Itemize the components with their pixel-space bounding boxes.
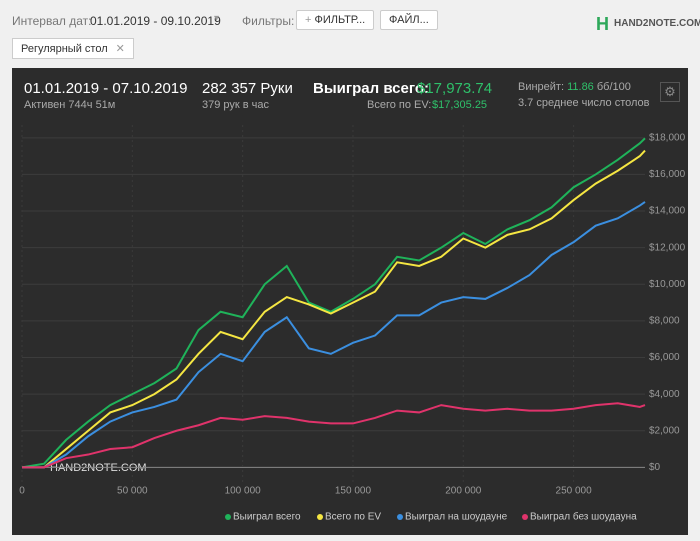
legend-label: Всего по EV: [325, 512, 381, 523]
legend-label: Выиграл всего: [233, 512, 301, 523]
filter-button-text: ФИЛЬТР...: [314, 14, 366, 26]
chart-watermark: HAND2NOTE.COM: [50, 462, 147, 474]
legend-marker: [225, 514, 231, 520]
active-time: Активен 744ч 51м: [24, 99, 116, 111]
winrate: Винрейт: 11.86 бб/100: [518, 81, 631, 93]
filter-button[interactable]: + ФИЛЬТР...: [296, 10, 375, 30]
file-button[interactable]: ФАЙЛ...: [380, 10, 438, 30]
filters-label: Фильтры:: [242, 14, 295, 28]
y-tick-label: $0: [649, 462, 661, 473]
y-tick-label: $10,000: [649, 279, 686, 290]
y-tick-label: $18,000: [649, 132, 686, 143]
legend-label: Выиграл на шоудауне: [405, 512, 508, 523]
period: 01.01.2019 - 07.10.2019: [24, 80, 188, 97]
y-tick-label: $6,000: [649, 352, 680, 363]
x-tick-label: 150 000: [335, 486, 372, 497]
won-label: Выиграл всего:: [313, 80, 430, 97]
hands-per-hour: 379 рук в час: [202, 99, 270, 111]
winrate-label: Винрейт:: [518, 81, 565, 93]
legend-marker: [522, 514, 528, 520]
y-tick-label: $4,000: [649, 389, 680, 400]
y-tick-label: $12,000: [649, 242, 686, 253]
hands: 282 357 Руки: [202, 80, 293, 97]
x-tick-label: 200 000: [445, 486, 482, 497]
logo: HAND2NOTE.COM: [614, 18, 700, 29]
winrate-value: 11.86: [567, 81, 594, 93]
winrate-unit: бб/100: [596, 81, 631, 93]
logo-icon: H: [596, 14, 609, 34]
tab[interactable]: Регулярный стол ✕: [12, 38, 134, 59]
tab-text: Регулярный стол: [21, 43, 108, 55]
settings-button[interactable]: ⚙: [660, 82, 680, 102]
ev-value: $17,305.25: [432, 99, 488, 111]
x-tick-label: 50 000: [117, 486, 148, 497]
y-tick-label: $8,000: [649, 316, 680, 327]
y-tick-label: $2,000: [649, 425, 680, 436]
legend-marker: [397, 514, 403, 520]
series-line: [22, 402, 646, 469]
chart: HAND2NOTE.COM $0 $2,000 $4,000 $6,000 $8,000…: [19, 125, 686, 523]
legend-label: Выиграл без шоудауна: [530, 511, 637, 523]
series-line: [22, 201, 646, 469]
x-tick-label: 0: [19, 486, 25, 497]
y-tick-label: $14,000: [649, 206, 686, 217]
date-label: Интервал дат:: [12, 14, 92, 28]
x-tick-label: 250 000: [556, 486, 593, 497]
dropdown-arrow[interactable]: ▾: [214, 13, 220, 24]
tables: 3.7 среднее число столов: [518, 97, 650, 109]
x-tick-label: 100 000: [225, 486, 262, 497]
legend-marker: [317, 514, 323, 520]
y-tick-label: $16,000: [649, 169, 686, 180]
graph-panel: 01.01.2019 - 07.10.2019 Активен 744ч 51м…: [12, 68, 688, 535]
series-line: [21, 137, 646, 469]
series-line: [22, 149, 646, 469]
ev-label: Всего по EV:: [367, 99, 432, 111]
date-range[interactable]: 01.01.2019 - 09.10.2019: [90, 14, 221, 28]
won-value: $17,973.74: [417, 80, 493, 97]
